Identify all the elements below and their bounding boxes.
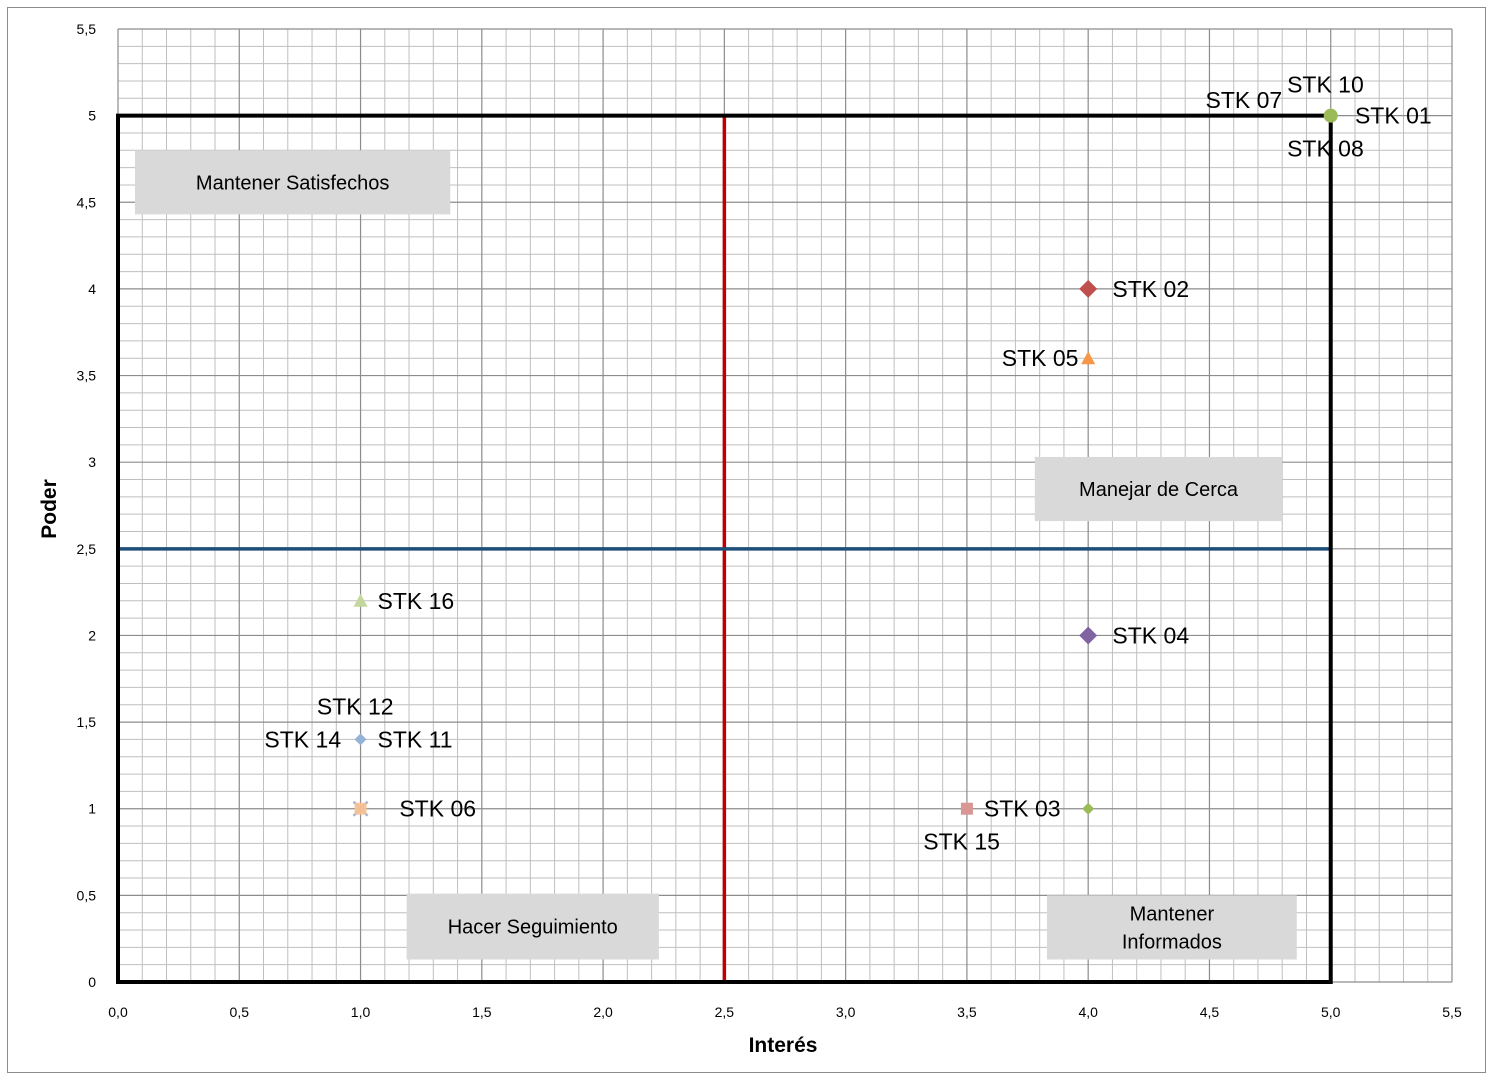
point-label: STK 06 bbox=[399, 796, 476, 822]
x-axis-ticks: 0,0 0,5 1,0 1,5 2,0 2,5 3,0 3,5 4,0 4,5 5,0 5,5 bbox=[108, 1004, 1462, 1020]
data-point-stk-02 bbox=[1079, 279, 1098, 298]
quadrant-label: Manejar de Cerca bbox=[1034, 456, 1283, 522]
quadrant-label: Hacer Seguimiento bbox=[406, 893, 659, 960]
y-tick-label: 4 bbox=[88, 281, 96, 297]
data-point-stk-01 bbox=[1323, 108, 1338, 123]
x-tick-label: 5,5 bbox=[1442, 1004, 1462, 1020]
point-label: STK 01 bbox=[1355, 103, 1432, 129]
x-tick-label: 5,0 bbox=[1321, 1004, 1341, 1020]
y-tick-label: 0 bbox=[88, 974, 96, 990]
point-label: STK 15 bbox=[923, 829, 1000, 855]
x-tick-label: 3,5 bbox=[957, 1004, 977, 1020]
point-label: STK 14 bbox=[264, 726, 341, 752]
y-axis-ticks: 0 0,5 1 1,5 2 2,5 3 3,5 4 4,5 5 5,5 bbox=[77, 21, 97, 990]
data-point-stk-06 bbox=[352, 800, 369, 817]
y-tick-label: 2 bbox=[88, 627, 96, 643]
point-label: STK 16 bbox=[378, 588, 455, 614]
data-point-stk-16 bbox=[353, 593, 368, 607]
y-tick-label: 3 bbox=[88, 454, 96, 470]
square-marker bbox=[354, 802, 367, 815]
data-point-stk-04 bbox=[1079, 626, 1098, 645]
x-tick-label: 2,5 bbox=[715, 1004, 735, 1020]
point-label: STK 07 bbox=[1205, 87, 1282, 113]
y-tick-label: 1 bbox=[88, 801, 96, 817]
point-label: STK 02 bbox=[1112, 276, 1189, 302]
quadrant-label-text: Hacer Seguimiento bbox=[448, 917, 618, 939]
x-tick-label: 4,0 bbox=[1078, 1004, 1098, 1020]
point-label: STK 10 bbox=[1287, 71, 1364, 97]
point-label: STK 03 bbox=[984, 796, 1061, 822]
y-tick-label: 1,5 bbox=[77, 714, 97, 730]
outer-box bbox=[116, 113, 1333, 985]
quadrant-label-box bbox=[1046, 895, 1297, 960]
x-tick-label: 3,0 bbox=[836, 1004, 856, 1020]
point-label: STK 12 bbox=[317, 693, 394, 719]
quadrant-label-text: Manejar de Cerca bbox=[1079, 479, 1239, 501]
data-point-stk-05 bbox=[1081, 351, 1096, 365]
point-label: STK 04 bbox=[1112, 622, 1189, 648]
point-label: STK 11 bbox=[378, 726, 453, 752]
point-label: STK 05 bbox=[1002, 345, 1079, 371]
quadrant-labels: Mantener Satisfechos Manejar de Cerca Hace… bbox=[134, 150, 1297, 960]
data-points bbox=[352, 108, 1338, 817]
data-point-stk-15 bbox=[960, 802, 973, 815]
y-tick-label: 4,5 bbox=[77, 194, 97, 210]
x-tick-label: 0,0 bbox=[108, 1004, 128, 1020]
quadrant-label-box bbox=[134, 150, 451, 215]
x-tick-label: 1,5 bbox=[472, 1004, 492, 1020]
x-tick-label: 0,5 bbox=[230, 1004, 250, 1020]
quadrant-dividers bbox=[118, 115, 1331, 982]
y-tick-label: 5,5 bbox=[77, 21, 97, 37]
quadrant-label-box bbox=[1034, 456, 1283, 522]
x-tick-label: 2,0 bbox=[593, 1004, 613, 1020]
data-point-stk-11 bbox=[354, 733, 367, 746]
point-label: STK 08 bbox=[1287, 136, 1364, 162]
data-point-stk-03 bbox=[1082, 802, 1095, 815]
y-tick-label: 0,5 bbox=[77, 887, 97, 903]
y-tick-label: 5 bbox=[88, 108, 96, 124]
quadrant-label-box bbox=[406, 893, 659, 960]
x-axis-title: Interés bbox=[749, 1034, 818, 1057]
x-tick-label: 4,5 bbox=[1200, 1004, 1220, 1020]
quadrant-label-text: Mantener Satisfechos bbox=[196, 172, 389, 194]
quadrant-label: Mantener Informados bbox=[1046, 895, 1297, 960]
quadrant-label-text: Mantener bbox=[1130, 903, 1215, 925]
y-axis-title: Poder bbox=[38, 479, 61, 539]
stakeholder-box bbox=[116, 113, 1333, 985]
quadrant-label: Mantener Satisfechos bbox=[134, 150, 451, 215]
x-tick-label: 1,0 bbox=[351, 1004, 371, 1020]
y-tick-label: 2,5 bbox=[77, 541, 97, 557]
y-tick-label: 3,5 bbox=[77, 368, 97, 384]
quadrant-label-text: Informados bbox=[1122, 931, 1222, 953]
